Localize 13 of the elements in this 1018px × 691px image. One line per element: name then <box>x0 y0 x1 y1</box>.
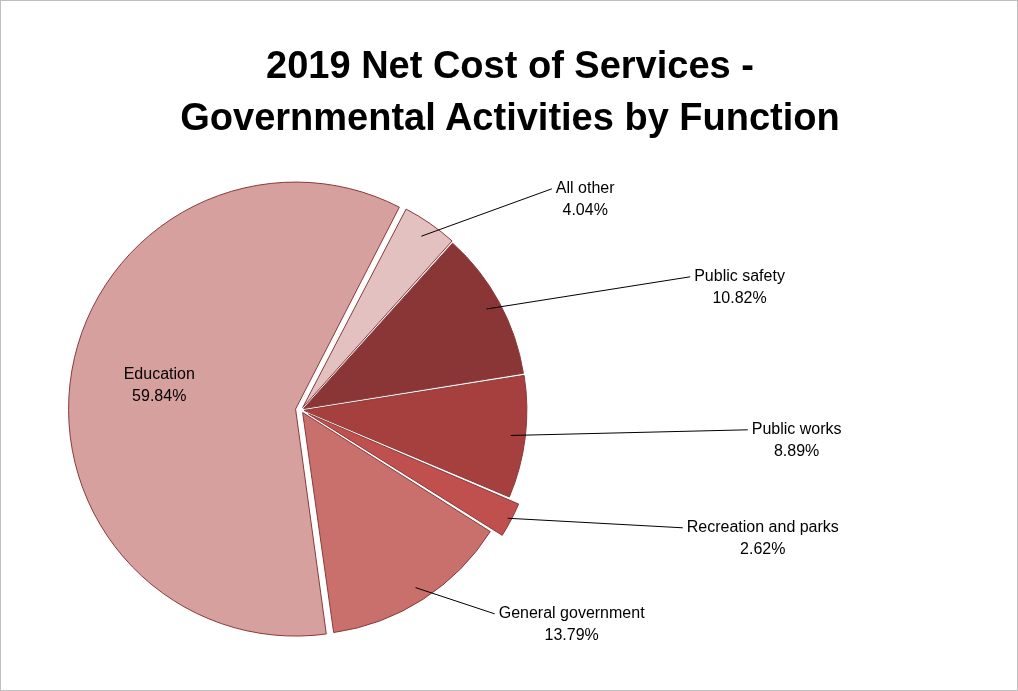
slice-label: Education <box>123 365 195 383</box>
data-label: 10.82% <box>712 289 767 307</box>
slice-label: Public works <box>751 420 842 438</box>
data-label: 8.89% <box>773 442 820 460</box>
data-label: 59.84% <box>132 387 187 405</box>
data-label: 13.79% <box>544 626 599 644</box>
slice-label: Recreation and parks <box>686 518 839 536</box>
data-label: 4.04% <box>562 201 608 219</box>
slice-label: Public safety <box>694 267 785 285</box>
data-label: 2.62% <box>740 540 786 558</box>
slice-label: All other <box>555 179 616 197</box>
chart-title: 2019 Net Cost of Services - Governmental Activities by Function <box>179 43 841 140</box>
slice-label: General government <box>498 604 646 622</box>
